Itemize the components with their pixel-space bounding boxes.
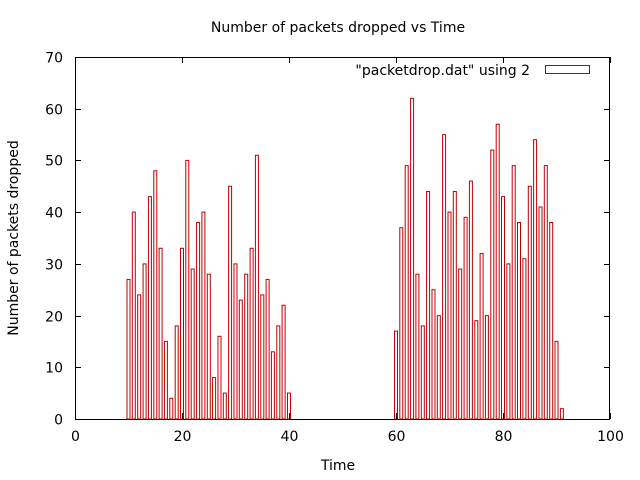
bar (415, 273, 420, 420)
bar (452, 191, 457, 420)
x-tick-label: 60 (388, 429, 406, 445)
bar (222, 392, 227, 420)
y-tick-label: 40 (45, 206, 63, 222)
bar (410, 97, 415, 420)
bar (238, 299, 243, 420)
bar (522, 258, 527, 420)
bar (490, 149, 495, 420)
bar (180, 247, 184, 420)
bar (163, 340, 168, 420)
legend-swatch (545, 65, 590, 74)
bar (447, 211, 452, 420)
bar (506, 263, 511, 420)
bar (254, 154, 259, 420)
bar (484, 315, 489, 420)
bar (442, 134, 447, 420)
bar (281, 304, 286, 420)
x-tick-label: 80 (495, 429, 513, 445)
x-axis-label: Time (320, 458, 355, 474)
bar (201, 211, 206, 420)
y-tick-label: 20 (45, 310, 63, 326)
legend-label: "packetdrop.dat" using 2 (355, 63, 530, 79)
x-tick-label: 100 (597, 429, 624, 445)
bar (559, 408, 564, 420)
bar (431, 289, 436, 420)
y-axis-label: Number of packets dropped (6, 140, 22, 335)
bar (420, 325, 425, 420)
bar (511, 165, 516, 420)
bar (196, 222, 201, 420)
bars-group (126, 97, 564, 420)
bar (228, 185, 233, 420)
bar (479, 253, 484, 420)
bar (404, 165, 409, 420)
bar (501, 196, 505, 420)
bar (137, 294, 142, 420)
bar (474, 320, 479, 420)
bar (131, 211, 136, 420)
bar (399, 227, 404, 420)
bar (554, 340, 559, 420)
bar (158, 247, 163, 420)
y-axis-ticks: 0 10 20 30 40 50 60 70 (45, 51, 610, 429)
bar (533, 139, 538, 420)
y-tick-label: 30 (45, 258, 63, 274)
bar (426, 191, 431, 420)
bar (394, 330, 398, 420)
bar (265, 278, 270, 420)
bar (147, 196, 152, 420)
bar (142, 263, 147, 420)
x-tick-label: 20 (174, 429, 192, 445)
bar (436, 315, 441, 420)
y-tick-label: 70 (45, 51, 63, 67)
y-tick-label: 50 (45, 154, 63, 170)
y-tick-label: 60 (45, 103, 63, 119)
bar (458, 268, 463, 420)
bar (126, 278, 131, 420)
legend: "packetdrop.dat" using 2 (355, 63, 590, 79)
bar (174, 325, 179, 420)
bar (217, 335, 222, 420)
bar (244, 273, 249, 420)
y-tick-label: 0 (54, 413, 63, 429)
bar (549, 222, 554, 420)
bar (270, 351, 275, 420)
bar (276, 325, 281, 420)
bar (206, 273, 211, 420)
bar (463, 216, 468, 420)
bar (190, 268, 195, 420)
bar (249, 247, 254, 420)
bar (153, 170, 158, 420)
chart-title: Number of packets dropped vs Time (211, 20, 465, 36)
plot-frame (75, 57, 610, 420)
bar (185, 159, 190, 420)
bar (543, 165, 548, 420)
bar (233, 263, 238, 420)
bar (495, 123, 500, 420)
x-tick-label: 0 (71, 429, 80, 445)
bar (517, 222, 521, 420)
bar (212, 377, 217, 420)
x-tick-label: 40 (281, 429, 299, 445)
y-tick-label: 10 (45, 361, 63, 377)
bar (169, 397, 174, 420)
x-axis-ticks: 0 20 40 60 80 100 (71, 57, 624, 445)
bar (468, 180, 473, 420)
bar (527, 185, 532, 420)
bar (538, 206, 543, 420)
bar (260, 294, 265, 420)
